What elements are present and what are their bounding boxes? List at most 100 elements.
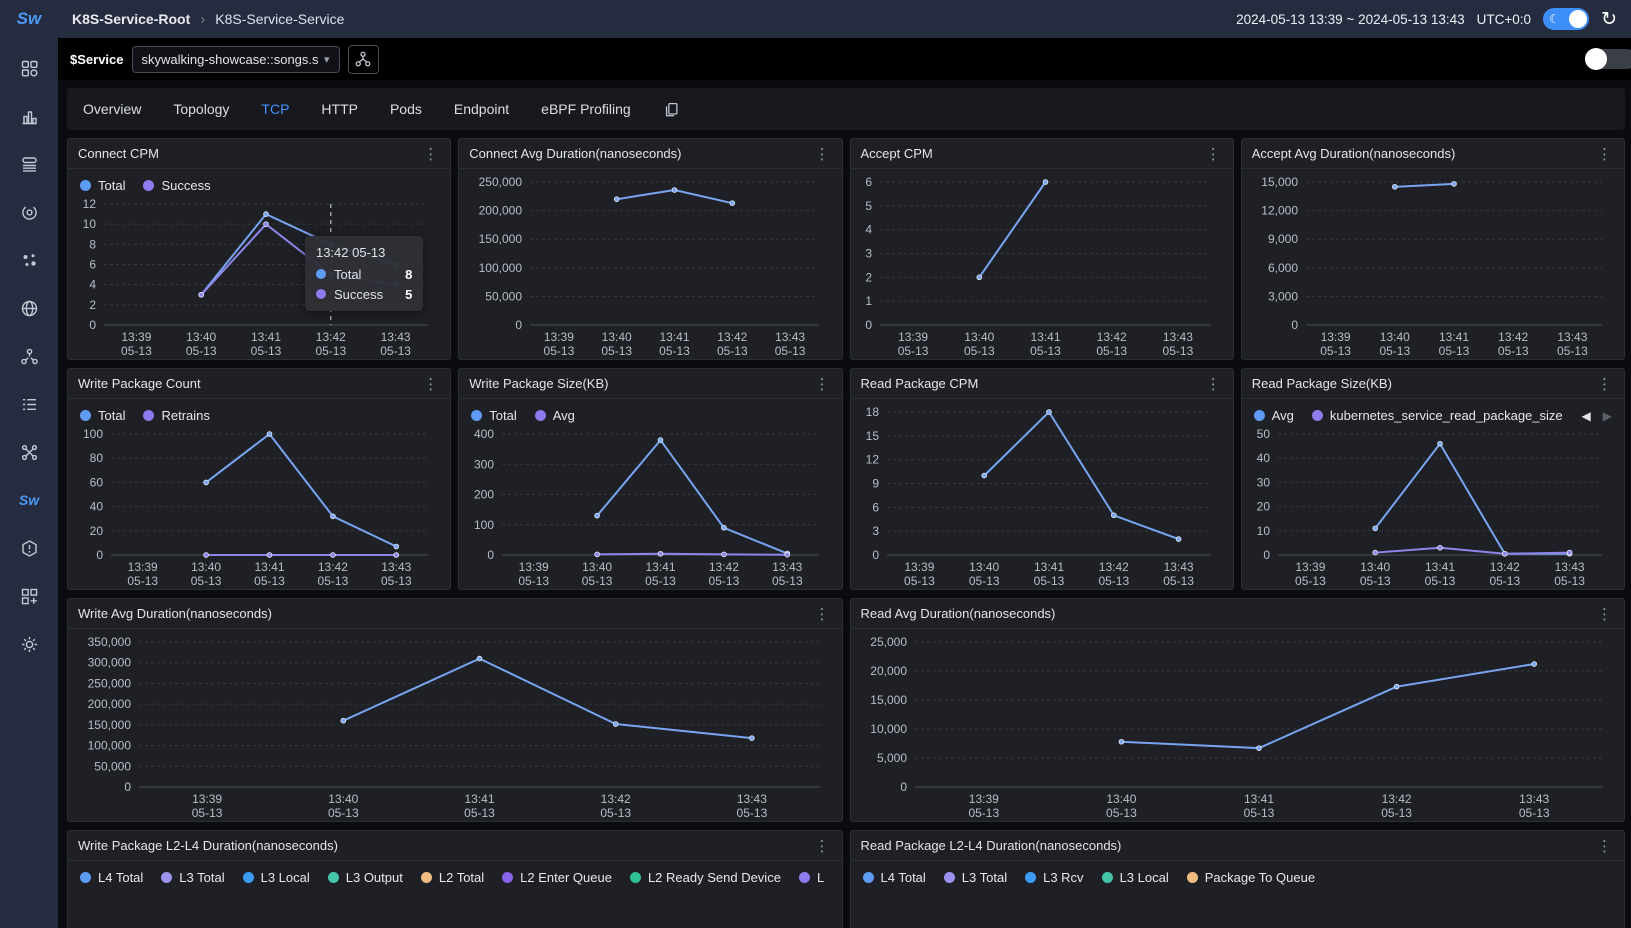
kebab-menu-icon[interactable]: ⋮	[1597, 837, 1612, 855]
legend-item-avg[interactable]: Avg	[534, 408, 575, 423]
service-select[interactable]: skywalking-showcase::songs.s ▾	[131, 45, 340, 73]
legend-item-l4-total[interactable]: L4 Total	[80, 870, 143, 885]
legend-label: L2 Total	[438, 870, 485, 885]
sidebar-item-globe[interactable]	[0, 284, 58, 332]
line-chart-write-package-size[interactable]: 010020030040013:3905-1313:4005-1313:4105…	[465, 425, 835, 589]
legend-item-total[interactable]: Total	[471, 408, 517, 423]
chart-canvas[interactable]: 0 3 6 9 12 15 18 13:39 05-13 13:40 05-13 13:41 05-13…	[857, 403, 1227, 589]
sidebar-item-dashboard-grid[interactable]	[0, 44, 58, 92]
kebab-menu-icon[interactable]: ⋮	[423, 375, 439, 393]
svg-text:13:42: 13:42	[601, 792, 631, 806]
chart-canvas[interactable]	[857, 887, 1619, 928]
legend-item-l3-rcv[interactable]: L3 Rcv	[1025, 870, 1084, 885]
kebab-menu-icon[interactable]: ⋮	[1205, 375, 1221, 393]
kebab-menu-icon[interactable]: ⋮	[814, 145, 830, 163]
chart-canvas[interactable]: 0 1 2 3 4 5 6 13:39 05-13 13:40 05-13 13:41 05-13 13:…	[857, 173, 1227, 359]
legend-item-l[interactable]: L	[798, 870, 824, 885]
line-chart-write-avg-duration[interactable]: 0 50,000 100,000 150,000 200,000 250,000 300,0…	[74, 633, 836, 821]
kebab-menu-icon[interactable]: ⋮	[814, 375, 830, 393]
tab-http[interactable]: HTTP	[321, 101, 358, 117]
edit-mode-toggle[interactable]	[1585, 48, 1631, 70]
refresh-icon[interactable]: ↻	[1601, 7, 1617, 30]
legend-item-l3-output[interactable]: L3 Output	[327, 870, 403, 885]
sidebar-item-list[interactable]	[0, 380, 58, 428]
line-chart-connect-avg-duration[interactable]: 0 50,000 100,000 150,000 200,000 250,000 13:39…	[465, 173, 835, 359]
tab-overview[interactable]: Overview	[83, 101, 142, 117]
line-chart-read-package-size[interactable]: 0102030405013:3905-1313:4005-1313:4105-1…	[1248, 425, 1618, 589]
legend-dot-icon	[502, 872, 514, 883]
tab-ebpf-profiling[interactable]: eBPF Profiling	[541, 101, 631, 117]
line-chart-write-package-count[interactable]: 02040608010013:3905-1313:4005-1313:4105-…	[74, 425, 444, 589]
kebab-menu-icon[interactable]: ⋮	[1597, 145, 1612, 163]
legend-item-l3-total[interactable]: L3 Total	[943, 870, 1007, 885]
sidebar-item-bar-chart[interactable]	[0, 92, 58, 140]
line-chart-read-package-cpm[interactable]: 036912151813:3905-1313:4005-1313:4105-13…	[857, 403, 1227, 589]
tab-pods[interactable]: Pods	[389, 101, 422, 117]
kebab-menu-icon[interactable]: ⋮	[814, 605, 830, 623]
sidebar-item-topology[interactable]	[0, 332, 58, 380]
hierarchy-button[interactable]	[347, 44, 379, 74]
chart-card-header: Connect Avg Duration(nanoseconds) ⋮	[459, 139, 842, 169]
kebab-menu-icon[interactable]: ⋮	[423, 145, 439, 163]
sidebar-item-widgets-add[interactable]	[0, 572, 58, 620]
chart-canvas[interactable]: 0 3,000 6,000 9,000 12,000 15,000 13:39 05-13 13…	[1248, 173, 1618, 359]
tab-tcp[interactable]: TCP	[261, 101, 290, 117]
line-chart-read-package-l2-l4-duration[interactable]	[857, 887, 1619, 928]
svg-text:100,000: 100,000	[479, 261, 523, 275]
legend-label: L3 Local	[1119, 870, 1169, 885]
chart-canvas[interactable]: 0 20 40 60 80 100 13:39 05-13 13:40 05-13 13:41 05-…	[74, 425, 444, 589]
sidebar-item-scatter-cluster[interactable]	[0, 236, 58, 284]
svg-text:13:42: 13:42	[709, 560, 739, 574]
sidebar-item-layers[interactable]	[0, 140, 58, 188]
legend-item-l2-total[interactable]: L2 Total	[420, 870, 485, 885]
kebab-menu-icon[interactable]: ⋮	[1205, 145, 1221, 163]
chart-canvas[interactable]: 0 10 20 30 40 50 13:39 05-13 13:40 05-13 13:41 05-1…	[1248, 425, 1618, 589]
legend-item-l3-local[interactable]: L3 Local	[1101, 870, 1169, 885]
line-chart-write-package-l2-l4-duration[interactable]	[74, 887, 836, 928]
chart-card-body: L4 Total L3 Total L3 Local L3 Output L2 Tota…	[68, 861, 842, 928]
tab-endpoint[interactable]: Endpoint	[453, 101, 510, 117]
donut-chart-icon	[21, 204, 37, 220]
line-chart-accept-cpm[interactable]: 012345613:3905-1313:4005-1313:4105-1313:…	[857, 173, 1227, 359]
copy-dashboard-button[interactable]	[663, 101, 680, 118]
sidebar-item-skywalking-logo[interactable]: Sw	[0, 476, 58, 524]
legend-item-l4-total[interactable]: L4 Total	[862, 870, 926, 885]
svg-text:13:43: 13:43	[773, 560, 803, 574]
legend-item-avg[interactable]: Avg	[1253, 408, 1294, 423]
sidebar-item-donut-chart[interactable]	[0, 188, 58, 236]
kebab-menu-icon[interactable]: ⋮	[1597, 375, 1612, 393]
chart-canvas[interactable]: 0 50,000 100,000 150,000 200,000 250,000 300,0…	[74, 633, 836, 821]
legend-item-l2-enter-queue[interactable]: L2 Enter Queue	[502, 870, 612, 885]
legend-item-total[interactable]: Total	[80, 408, 125, 423]
sidebar-item-network[interactable]	[0, 428, 58, 476]
chart-canvas[interactable]: 0 5,000 10,000 15,000 20,000 25,000 13:39 05-13…	[857, 633, 1619, 821]
kebab-menu-icon[interactable]: ⋮	[814, 837, 830, 855]
sidebar-item-settings-gear[interactable]	[0, 620, 58, 668]
dark-mode-toggle[interactable]: ☾	[1543, 8, 1590, 30]
legend-item-package-to-queue[interactable]: Package To Queue	[1186, 870, 1315, 885]
legend-item-l3-local[interactable]: L3 Local	[242, 870, 310, 885]
breadcrumb-root[interactable]: K8S-Service-Root	[72, 11, 191, 27]
legend-next-icon[interactable]: ▶	[1602, 408, 1612, 423]
legend-item-success[interactable]: Success	[143, 178, 211, 193]
legend-item-l2-ready-send-device[interactable]: L2 Ready Send Device	[629, 870, 781, 885]
legend-item-kubernetes-service-read-package-size[interactable]: kubernetes_service_read_package_size	[1311, 408, 1563, 423]
legend-label: L4 Total	[98, 870, 144, 885]
chart-title: Connect CPM	[78, 146, 159, 161]
chart-canvas[interactable]: 0 100 200 300 400 13:39 05-13 13:40 05-13 13:41 05…	[465, 425, 835, 589]
sidebar-item-alert-hexagon[interactable]	[0, 524, 58, 572]
svg-text:05-13: 05-13	[1424, 574, 1455, 588]
app-logo[interactable]: Sw	[17, 0, 42, 38]
time-range-picker[interactable]: 2024-05-13 13:39 ~ 2024-05-13 13:43	[1236, 11, 1465, 27]
kebab-menu-icon[interactable]: ⋮	[1597, 605, 1612, 623]
legend-item-total[interactable]: Total	[80, 178, 125, 193]
chart-canvas[interactable]: 0 50,000 100,000 150,000 200,000 250,000 13:39…	[465, 173, 835, 359]
line-chart-read-avg-duration[interactable]: 05,00010,00015,00020,00025,00013:3905-13…	[857, 633, 1619, 821]
breadcrumb-current[interactable]: K8S-Service-Service	[215, 11, 345, 27]
tab-topology[interactable]: Topology	[173, 101, 230, 117]
line-chart-accept-avg-duration[interactable]: 03,0006,0009,00012,00015,00013:3905-1313…	[1248, 173, 1618, 359]
legend-item-retrains[interactable]: Retrains	[143, 408, 210, 423]
chart-canvas[interactable]	[74, 887, 836, 928]
legend-prev-icon[interactable]: ◀	[1581, 408, 1591, 423]
legend-item-l3-total[interactable]: L3 Total	[161, 870, 225, 885]
